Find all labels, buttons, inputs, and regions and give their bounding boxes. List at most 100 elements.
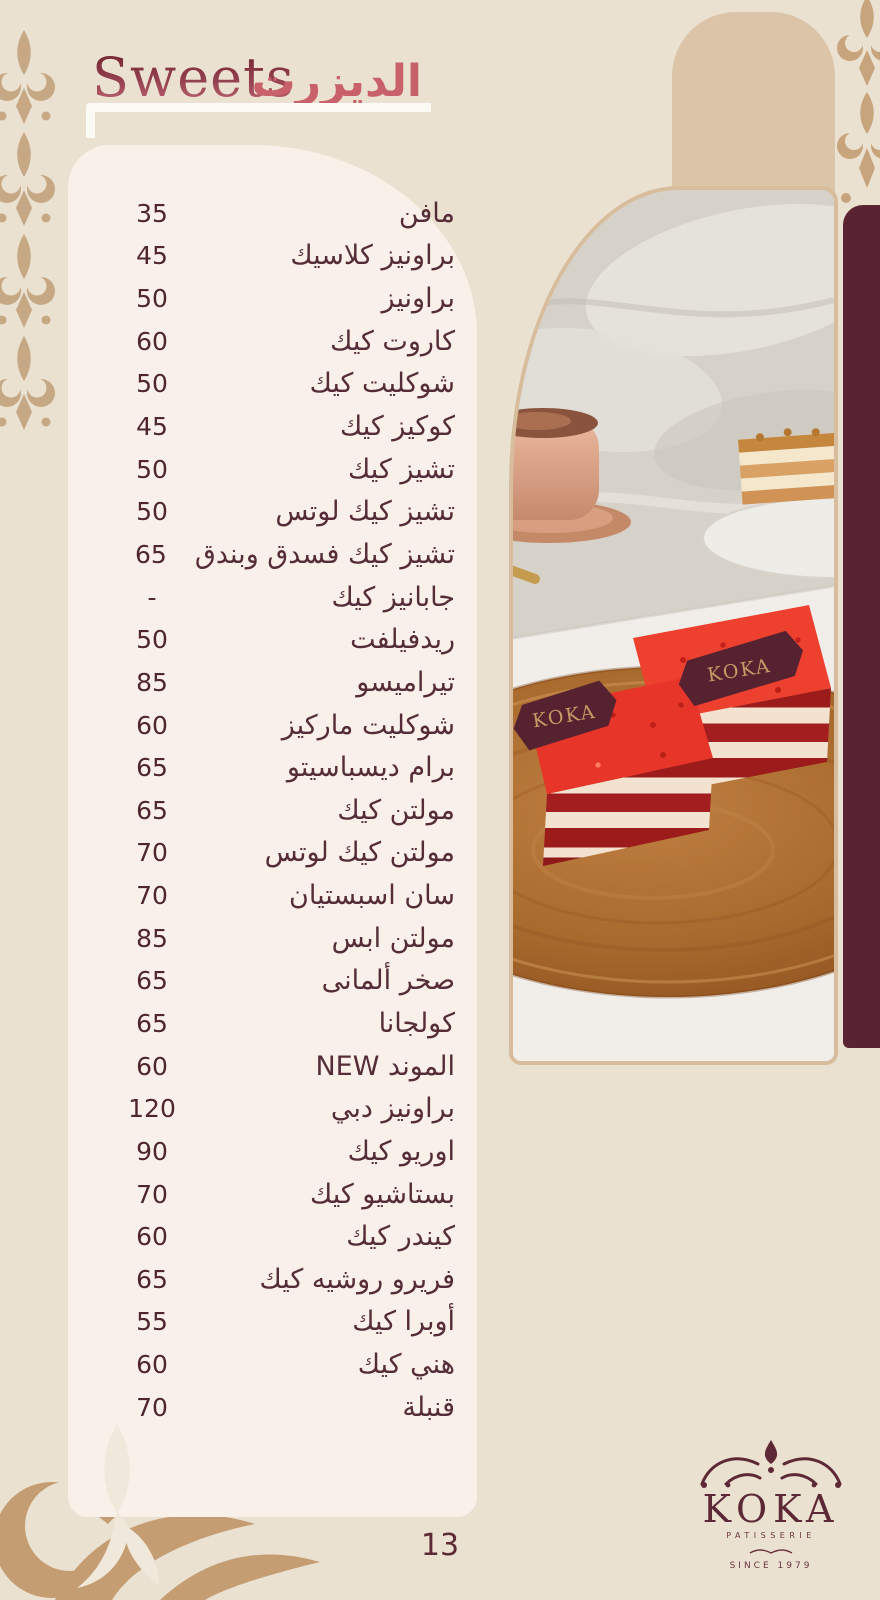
menu-item-name: مولتن كيك — [337, 794, 455, 826]
menu-item-row: صخر ألمانى 65 — [108, 960, 455, 1003]
logo-divider-icon — [749, 1549, 793, 1554]
menu-item-price: 90 — [136, 1136, 168, 1166]
menu-item-price: 60 — [136, 1051, 168, 1081]
menu-item-price: 60 — [136, 1222, 168, 1252]
menu-item-row: هني كيك 60 — [108, 1343, 455, 1386]
menu-item-row: سان اسبستيان 70 — [108, 874, 455, 917]
menu-item-row: شوكليت ماركيز 60 — [108, 704, 455, 747]
menu-item-price: 70 — [136, 1392, 168, 1422]
page-number: 13 — [420, 1528, 460, 1563]
brand-since: SINCE 1979 — [729, 1561, 813, 1571]
koka-flag-left: KOKA — [513, 680, 617, 751]
menu-item-row: براونيز كلاسيك 45 — [108, 235, 455, 278]
menu-item-row: كاروت كيك 60 — [108, 320, 455, 363]
menu-item-row: ريدفيلفت 50 — [108, 618, 455, 661]
menu-item-name: هني كيك — [357, 1349, 455, 1381]
menu-item-name: كاروت كيك — [330, 325, 455, 357]
menu-card: مافن 35 براونيز كلاسيك 45 براونيز 50 كاروت كيك… — [68, 145, 477, 1517]
menu-item-price: 55 — [136, 1307, 168, 1337]
menu-item-price: 50 — [136, 284, 168, 314]
menu-item-price: 60 — [136, 1350, 168, 1380]
menu-item-price: 70 — [136, 1179, 168, 1209]
menu-item-price: 35 — [136, 198, 168, 228]
menu-item-name: براونيز دبي — [330, 1093, 455, 1125]
koka-flag-right: KOKA — [678, 630, 803, 707]
menu-item-row: فريرو روشيه كيك 65 — [108, 1258, 455, 1301]
menu-item-price: 60 — [136, 326, 168, 356]
menu-item-name: تشيز كيك — [348, 453, 455, 485]
dessert-photo-illustration: KOKA KOKA — [513, 190, 834, 1061]
menu-item-row: تشيز كيك فسدق وبندق 65 — [108, 533, 455, 576]
menu-list: مافن 35 براونيز كلاسيك 45 براونيز 50 كاروت كيك… — [68, 145, 477, 1429]
menu-item-name: أوبرا كيك — [352, 1306, 455, 1338]
menu-item-row: تشيز كيك 50 — [108, 448, 455, 491]
menu-item-name: جابانيز كيك — [331, 581, 455, 613]
menu-item-name: كيندر كيك — [346, 1221, 455, 1253]
logo-flourish-icon — [700, 1440, 842, 1488]
menu-item-price: 45 — [136, 412, 168, 442]
menu-item-row: بستاشيو كيك 70 — [108, 1173, 455, 1216]
menu-item-name: كولجانا — [378, 1007, 455, 1039]
menu-item-price: 50 — [136, 369, 168, 399]
menu-item-row: برام ديسباسيتو 65 — [108, 746, 455, 789]
menu-item-name: مولتن كيك لوتس — [264, 837, 455, 869]
menu-item-name: قنبلة — [402, 1391, 455, 1423]
damask-ornament-left-icon — [0, 30, 55, 430]
menu-item-price: 65 — [135, 539, 167, 569]
menu-item-price: 45 — [136, 241, 168, 271]
menu-item-name: بستاشيو كيك — [309, 1178, 455, 1210]
tulip-watermark-icon — [77, 1424, 159, 1588]
menu-item-name: كوكيز كيك — [339, 411, 455, 443]
menu-item-price: 65 — [136, 1008, 168, 1038]
menu-item-row: مولتن كيك 65 — [108, 789, 455, 832]
menu-item-row: كيندر كيك 60 — [108, 1215, 455, 1258]
menu-item-row: كوكيز كيك 45 — [108, 405, 455, 448]
maroon-side-panel — [843, 205, 880, 1048]
menu-item-name: تشيز كيك لوتس — [275, 496, 455, 528]
menu-item-price: 65 — [136, 795, 168, 825]
menu-item-name: فريرو روشيه كيك — [259, 1263, 456, 1295]
menu-item-row: مولتن كيك لوتس 70 — [108, 832, 455, 875]
title-underline — [86, 103, 431, 138]
menu-item-row: براونيز دبي 120 — [108, 1087, 455, 1130]
menu-item-price: 85 — [136, 667, 168, 697]
menu-item-price: 65 — [136, 966, 168, 996]
menu-item-name: براونيز — [381, 283, 455, 315]
menu-item-price: 70 — [136, 881, 168, 911]
brand-tagline: PATISSERIE — [726, 1531, 816, 1540]
menu-item-row: مافن 35 — [108, 192, 455, 235]
menu-item-price: 70 — [136, 838, 168, 868]
menu-item-name: تشيز كيك فسدق وبندق — [194, 538, 455, 570]
menu-item-row: تيراميسو 85 — [108, 661, 455, 704]
menu-item-name: برام ديسباسيتو — [286, 752, 455, 784]
menu-item-row: كولجانا 65 — [108, 1002, 455, 1045]
page-title-english: Sweets — [92, 46, 295, 109]
menu-item-name: شوكليت كيك — [309, 368, 455, 400]
menu-item-row: أوبرا كيك 55 — [108, 1301, 455, 1344]
page-title-arabic: الديزرت — [251, 56, 422, 107]
menu-item-name: مولتن ابس — [331, 922, 455, 954]
menu-item-name: مافن — [398, 197, 455, 229]
menu-item-name: صخر ألمانى — [321, 965, 455, 997]
menu-item-price: 120 — [128, 1094, 176, 1124]
menu-item-price: 50 — [136, 454, 168, 484]
dessert-photo: KOKA KOKA — [509, 186, 838, 1065]
menu-item-name: شوكليت ماركيز — [281, 709, 455, 741]
menu-item-row: جابانيز كيك - — [108, 576, 455, 619]
menu-item-price: 65 — [136, 1264, 168, 1294]
menu-item-row: اوريو كيك 90 — [108, 1130, 455, 1173]
menu-item-name: براونيز كلاسيك — [290, 240, 455, 272]
brand-name: KOKA — [702, 1487, 840, 1531]
menu-item-row: الموند NEW 60 — [108, 1045, 455, 1088]
menu-item-name: تيراميسو — [356, 666, 455, 698]
brand-logo: KOKA PATISSERIE SINCE 1979 — [676, 1438, 866, 1571]
menu-item-row: مولتن ابس 85 — [108, 917, 455, 960]
menu-item-name: ريدفيلفت — [350, 624, 455, 656]
menu-item-row: تشيز كيك لوتس 50 — [108, 490, 455, 533]
menu-item-price: 50 — [136, 625, 168, 655]
menu-item-row: شوكليت كيك 50 — [108, 363, 455, 406]
menu-item-name: اوريو كيك — [347, 1135, 455, 1167]
damask-ornament-topright-icon — [837, 0, 880, 203]
menu-item-price: 65 — [136, 753, 168, 783]
